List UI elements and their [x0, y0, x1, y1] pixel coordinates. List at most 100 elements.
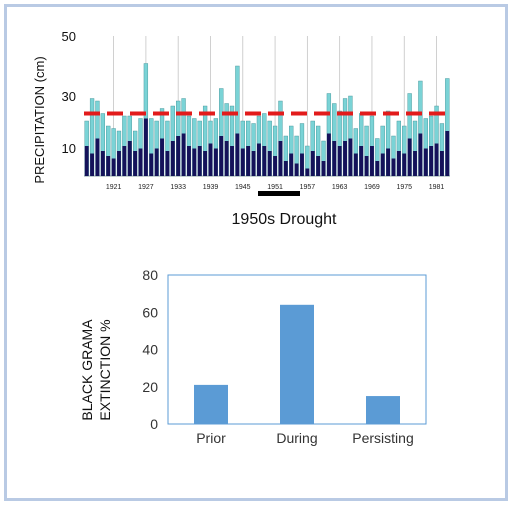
- precip-x-tick-label: 1927: [138, 184, 154, 191]
- precip-x-tick-label: 1945: [235, 184, 251, 191]
- precip-bar-dark: [278, 141, 283, 176]
- precip-x-tick-label: 1951: [267, 184, 283, 191]
- precip-bar-dark: [224, 141, 229, 176]
- grama-y-tick-label: 80: [142, 267, 158, 283]
- grama-bar-prior: [194, 384, 228, 424]
- precip-bar-dark: [127, 141, 132, 176]
- precip-bar-dark: [316, 156, 321, 176]
- precip-bar-dark: [117, 151, 121, 176]
- precip-x-tick-label: 1921: [106, 184, 122, 191]
- precip-x-tick-label: 1957: [300, 184, 316, 191]
- precip-bar-dark: [343, 141, 347, 176]
- precip-bar-dark: [240, 148, 245, 176]
- grama-x-tick-label: During: [276, 430, 317, 446]
- grama-y-label-line1: BLACK GRAMA: [79, 319, 95, 421]
- precip-bar-dark: [133, 151, 138, 176]
- grama-y-tick-label: 40: [142, 342, 158, 358]
- precip-bar-dark: [370, 146, 374, 176]
- grama-x-tick-label: Prior: [196, 430, 226, 446]
- precip-bar-dark: [176, 136, 181, 176]
- precip-bar-dark: [165, 151, 170, 176]
- precip-bar-dark: [100, 151, 105, 176]
- precip-bar-dark: [197, 146, 202, 176]
- precip-bar-dark: [310, 151, 315, 176]
- precip-bar-dark: [445, 131, 450, 176]
- precip-x-tick-label: 1939: [203, 184, 219, 191]
- precip-x-tick-label: 1975: [396, 184, 412, 191]
- precip-x-tick-label: 1963: [332, 184, 348, 191]
- precip-bar-dark: [407, 138, 412, 176]
- precip-bar-dark: [413, 151, 417, 176]
- precip-bar-dark: [429, 146, 434, 176]
- precip-bar-dark: [273, 156, 278, 176]
- precip-bar-dark: [364, 156, 369, 176]
- precip-bar-dark: [294, 163, 299, 176]
- precip-bar-dark: [208, 143, 213, 176]
- precip-bar-dark: [359, 146, 364, 176]
- precip-x-tick-label: 1981: [429, 184, 445, 191]
- precip-bar-dark: [192, 148, 197, 176]
- precip-bar-dark: [230, 146, 234, 176]
- grama-bar-during: [280, 304, 314, 424]
- grama-bar-persisting: [366, 396, 400, 424]
- grama-bars: [194, 304, 400, 424]
- precip-bar-dark: [138, 148, 143, 176]
- precip-bar-dark: [326, 133, 331, 176]
- precip-y-tick-30: 30: [62, 89, 76, 104]
- precip-bar-dark: [203, 151, 208, 176]
- precip-bar-dark: [95, 138, 100, 176]
- grama-y-label-line2: EXTINCTION %: [97, 319, 113, 420]
- black-grama-chart: BLACK GRAMA EXTINCTION % 80 60 40 20 0 Prior…: [79, 267, 427, 446]
- precip-x-tick-label: 1969: [364, 184, 380, 191]
- precip-bar-dark: [337, 146, 342, 176]
- precip-bar-dark: [300, 153, 304, 176]
- precip-bar-dark: [251, 151, 256, 176]
- precip-x-ticks: 1921 1927 1933 1939 1945 1951 1957 1963 1969 1975…: [106, 184, 445, 191]
- grama-y-tick-label: 0: [150, 416, 158, 432]
- precip-bar-dark: [348, 138, 353, 176]
- precip-bar-dark: [122, 146, 127, 176]
- drought-annotation: 1950s Drought: [232, 211, 338, 228]
- precip-y-tick-10: 10: [62, 141, 76, 156]
- grama-y-tick-label: 60: [142, 304, 158, 320]
- figure-frame: [4, 4, 508, 501]
- precip-bar-dark: [332, 141, 337, 176]
- precip-bar-dark: [106, 156, 111, 176]
- precipitation-chart: PRECIPITATION (cm) 50 30 10 1921 1927 1933…: [32, 29, 450, 228]
- precip-bar-dark: [434, 143, 439, 176]
- precip-bar-dark: [235, 133, 240, 176]
- precip-bar-dark: [213, 148, 218, 176]
- grama-y-tick-label: 20: [142, 379, 158, 395]
- precip-bar-dark: [353, 153, 358, 176]
- precip-bars: [84, 63, 450, 177]
- precip-bar-dark: [84, 146, 89, 176]
- precip-bar-dark: [160, 138, 164, 176]
- precip-bar-dark: [219, 136, 224, 176]
- precip-bar-dark: [187, 146, 191, 176]
- precip-bar-dark: [154, 148, 159, 176]
- precip-bar-dark: [267, 151, 272, 176]
- precip-bar-dark: [386, 148, 391, 176]
- precip-x-tick-label: 1933: [170, 184, 186, 191]
- precip-bar-dark: [375, 161, 380, 176]
- precip-bar-dark: [305, 168, 310, 176]
- precip-bar-dark: [143, 118, 148, 176]
- precip-bar-dark: [402, 153, 407, 176]
- precip-bar-dark: [321, 161, 326, 176]
- precip-bar-dark: [181, 133, 186, 176]
- precip-bar-dark: [380, 153, 385, 176]
- grama-y-ticks: 80 60 40 20 0: [142, 267, 158, 432]
- grama-x-ticks: Prior During Persisting: [196, 430, 414, 446]
- precip-bar-dark: [111, 158, 116, 176]
- drought-period-bar: [258, 191, 300, 196]
- grama-x-tick-label: Persisting: [352, 430, 413, 446]
- precip-bar-dark: [423, 148, 428, 176]
- precip-bar-dark: [439, 151, 444, 176]
- precip-bar-dark: [262, 146, 267, 176]
- precip-bar-dark: [283, 161, 288, 176]
- precip-bar-dark: [170, 141, 175, 176]
- precip-bar-dark: [246, 146, 251, 176]
- precip-bar-dark: [391, 158, 396, 176]
- precip-bar-dark: [90, 153, 95, 176]
